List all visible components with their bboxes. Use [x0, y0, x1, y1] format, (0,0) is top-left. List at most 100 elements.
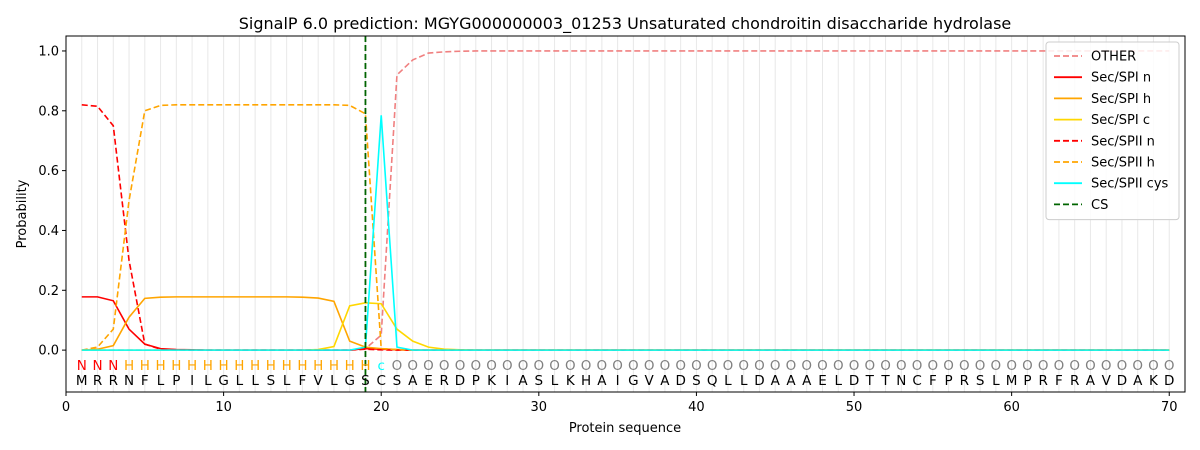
- prediction-letter: H: [282, 358, 292, 374]
- sequence-letter: T: [880, 373, 890, 389]
- sequence-letter: P: [172, 373, 180, 389]
- sequence-letter: L: [157, 373, 165, 389]
- sequence-letter: R: [109, 373, 118, 389]
- sequence-letter: L: [992, 373, 1000, 389]
- prediction-letter: O: [439, 358, 450, 374]
- grid-lines: [81, 36, 1170, 392]
- sequence-letter: L: [724, 373, 732, 389]
- prediction-letter: O: [455, 358, 466, 374]
- prediction-letter: O: [880, 358, 891, 374]
- y-tick-label: 0.8: [38, 104, 59, 119]
- sequence-letter: A: [1133, 373, 1143, 389]
- prediction-letter: O: [738, 358, 749, 374]
- sequence-letter: A: [802, 373, 812, 389]
- sequence-letter: I: [505, 373, 509, 389]
- legend-label: Sec/SPII cys: [1091, 177, 1169, 192]
- prediction-letter: H: [250, 358, 260, 374]
- prediction-letter: H: [345, 358, 355, 374]
- sequence-letter: S: [692, 373, 701, 389]
- prediction-letter: O: [1148, 358, 1159, 374]
- sequence-letter: E: [424, 373, 433, 389]
- sequence-letter: S: [535, 373, 544, 389]
- prediction-letter: O: [644, 358, 655, 374]
- prediction-letter: O: [581, 358, 592, 374]
- prediction-letter: O: [833, 358, 844, 374]
- sequence-letter: D: [1117, 373, 1127, 389]
- prediction-letter: O: [1101, 358, 1112, 374]
- sequence-letter: L: [283, 373, 291, 389]
- sequence-letter: K: [566, 373, 576, 389]
- sequence-letter: P: [1023, 373, 1031, 389]
- prediction-letter: O: [1085, 358, 1096, 374]
- legend-label: Sec/SPII h: [1091, 156, 1155, 171]
- legend-box: [1045, 41, 1180, 221]
- prediction-letter: O: [1117, 358, 1128, 374]
- sequence-letter: F: [299, 373, 307, 389]
- y-tick-label: 1.0: [38, 44, 59, 59]
- prediction-letter: H: [266, 358, 276, 374]
- sequence-letter: L: [330, 373, 338, 389]
- series-lines: [81, 36, 1170, 392]
- y-axis-ticks: 0.0 0.2 0.4 0.6 0.8 1.0: [38, 44, 66, 359]
- sequence-letter: M: [1006, 373, 1018, 389]
- sequence-letter: Q: [707, 373, 718, 389]
- prediction-letter: O: [1022, 358, 1033, 374]
- sequence-letter: A: [771, 373, 781, 389]
- prediction-letter: H: [360, 358, 370, 374]
- prediction-letter: O: [912, 358, 923, 374]
- legend-label: Sec/SPI h: [1091, 92, 1151, 107]
- prediction-letter: O: [533, 358, 544, 374]
- sequence-letter: G: [628, 373, 638, 389]
- prediction-letter: H: [297, 358, 307, 374]
- prediction-letter: H: [329, 358, 339, 374]
- prediction-letter: O: [486, 358, 497, 374]
- prediction-letter: O: [754, 358, 765, 374]
- prediction-letter: H: [171, 358, 181, 374]
- prediction-letter: O: [675, 358, 686, 374]
- prediction-letter: O: [801, 358, 812, 374]
- prediction-letter: O: [502, 358, 513, 374]
- sequence-letter: I: [190, 373, 194, 389]
- prediction-letter: H: [203, 358, 213, 374]
- sequence-letter: D: [675, 373, 685, 389]
- prediction-letter: O: [1069, 358, 1080, 374]
- x-tick-label: 20: [373, 400, 390, 415]
- prediction-letter: H: [219, 358, 229, 374]
- legend: OTHER Sec/SPI n Sec/SPI h Sec/SPI c Sec/SPII…: [1045, 41, 1180, 221]
- sequence-letter: D: [455, 373, 465, 389]
- series-line: [81, 296, 1170, 351]
- prediction-letter: O: [928, 358, 939, 374]
- x-tick-label: 60: [1003, 400, 1020, 415]
- x-axis-ticks: 0 10 20 30 40 50 60 70: [62, 392, 1178, 415]
- sequence-letter: K: [1149, 373, 1159, 389]
- prediction-letter: N: [108, 358, 118, 374]
- prediction-letter: H: [313, 358, 323, 374]
- x-axis-label: Protein sequence: [569, 421, 681, 436]
- sequence-letter: T: [865, 373, 875, 389]
- plot-frame: [65, 35, 1186, 393]
- prediction-letter: O: [817, 358, 828, 374]
- x-tick-label: 10: [215, 400, 232, 415]
- prediction-letter: O: [1054, 358, 1065, 374]
- prediction-letter: H: [140, 358, 150, 374]
- sequence-letter: C: [376, 373, 385, 389]
- sequence-letter: P: [472, 373, 480, 389]
- y-tick-label: 0.2: [38, 284, 59, 299]
- y-axis-label: Probability: [15, 179, 30, 248]
- prediction-letter: O: [959, 358, 970, 374]
- prediction-letter: O: [786, 358, 797, 374]
- sequence-letter: S: [393, 373, 402, 389]
- prediction-letter: O: [1038, 358, 1049, 374]
- sequence-letter: V: [645, 373, 655, 389]
- sequence-letter: A: [597, 373, 607, 389]
- legend-label: Sec/SPII n: [1091, 134, 1155, 149]
- prediction-letter: O: [597, 358, 608, 374]
- prediction-letter: O: [470, 358, 481, 374]
- x-tick-label: 40: [688, 400, 705, 415]
- prediction-letter: O: [849, 358, 860, 374]
- sequence-letter: C: [912, 373, 921, 389]
- sequence-letter: R: [1038, 373, 1047, 389]
- sequence-letter: S: [361, 373, 370, 389]
